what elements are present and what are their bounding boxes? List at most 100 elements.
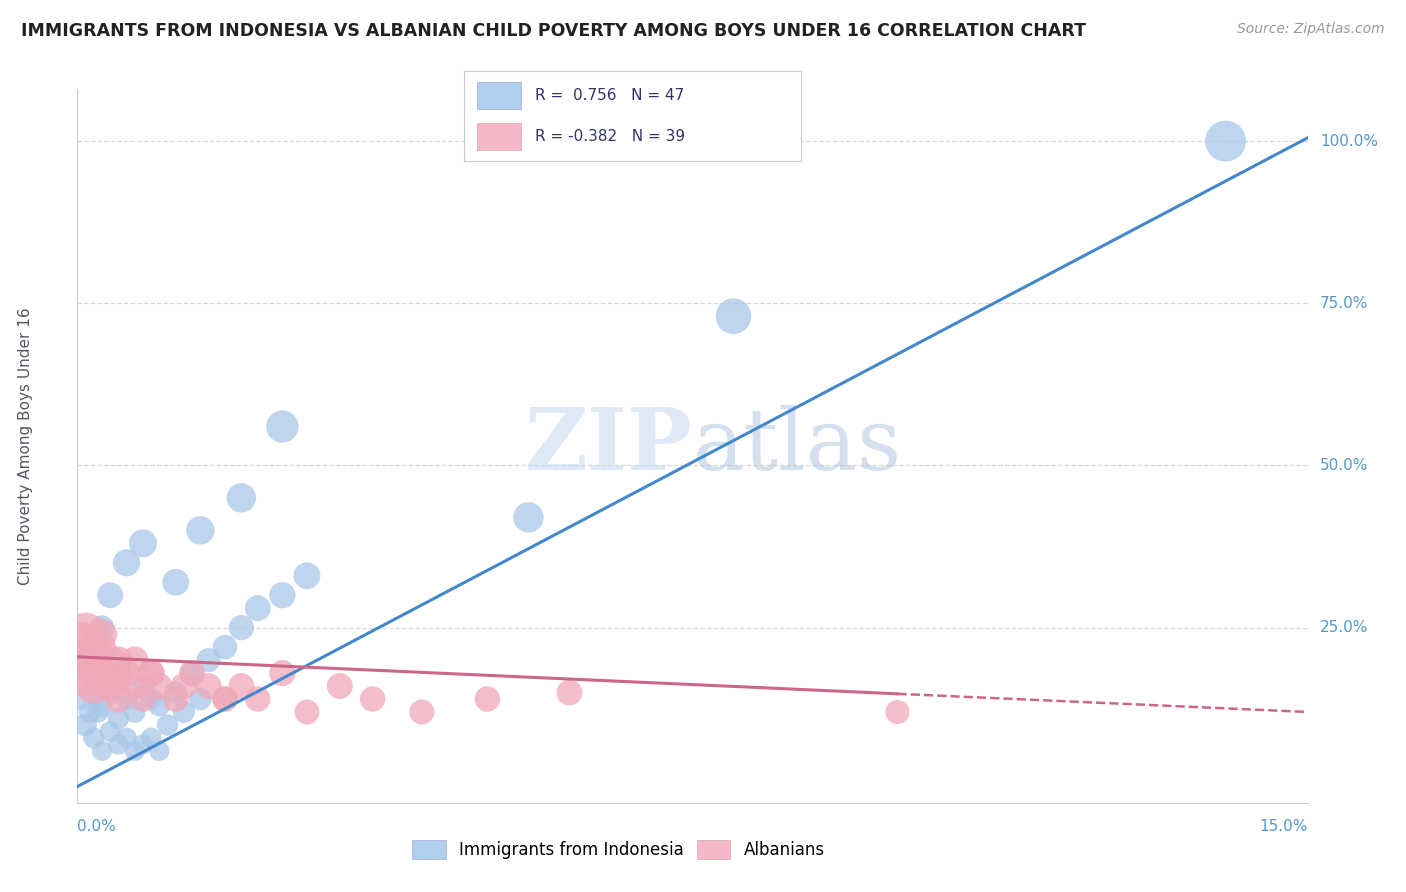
Point [181, 666, 204, 681]
Text: R = -0.382   N = 39: R = -0.382 N = 39 [534, 129, 685, 144]
Point [115, 731, 138, 745]
Point [107, 666, 129, 681]
Point [98, 724, 121, 739]
Legend: Immigrants from Indonesia, Albanians: Immigrants from Indonesia, Albanians [406, 833, 831, 866]
Point [83, 659, 105, 673]
Point [132, 536, 155, 550]
Point [141, 692, 163, 706]
Point [411, 705, 433, 719]
Point [90, 744, 114, 758]
Point [115, 692, 138, 706]
Point [165, 692, 187, 706]
Point [107, 692, 129, 706]
Text: 75.0%: 75.0% [1320, 296, 1368, 310]
Text: 25.0%: 25.0% [1320, 620, 1368, 635]
Point [477, 692, 499, 706]
Point [141, 731, 163, 745]
Point [115, 666, 138, 681]
Point [83, 679, 105, 693]
Point [148, 744, 170, 758]
Point [173, 705, 195, 719]
Point [165, 685, 187, 699]
Text: atlas: atlas [693, 404, 901, 488]
Point [90, 621, 114, 635]
Text: Child Poverty Among Boys Under 16: Child Poverty Among Boys Under 16 [18, 307, 32, 585]
Point [90, 666, 114, 681]
Point [148, 679, 170, 693]
Text: ZIP: ZIP [524, 404, 693, 488]
Point [1215, 134, 1237, 148]
Point [107, 738, 129, 752]
Point [70, 692, 93, 706]
Point [132, 692, 155, 706]
Point [231, 679, 253, 693]
Point [115, 556, 138, 570]
Point [90, 640, 114, 654]
Point [214, 692, 236, 706]
Point [107, 673, 129, 687]
Point [75, 666, 97, 681]
Point [173, 679, 195, 693]
Point [295, 568, 318, 582]
Point [271, 588, 294, 602]
Point [75, 718, 97, 732]
Point [79, 653, 101, 667]
Point [271, 419, 294, 434]
Point [197, 653, 219, 667]
Point [246, 692, 269, 706]
Point [214, 692, 236, 706]
Point [246, 601, 269, 615]
Point [141, 666, 163, 681]
Point [295, 705, 318, 719]
Point [231, 491, 253, 505]
Point [70, 640, 93, 654]
Point [87, 705, 110, 719]
Point [188, 692, 212, 706]
Bar [478, 123, 522, 150]
Point [75, 666, 97, 681]
Point [165, 575, 187, 590]
Point [90, 627, 114, 641]
Point [83, 640, 105, 654]
Text: IMMIGRANTS FROM INDONESIA VS ALBANIAN CHILD POVERTY AMONG BOYS UNDER 16 CORRELAT: IMMIGRANTS FROM INDONESIA VS ALBANIAN CH… [21, 22, 1085, 40]
Point [124, 679, 146, 693]
Point [107, 653, 129, 667]
Point [188, 524, 212, 538]
Point [124, 653, 146, 667]
Bar [478, 82, 522, 109]
Point [156, 718, 179, 732]
Point [90, 653, 114, 667]
Point [558, 685, 581, 699]
Text: 100.0%: 100.0% [1320, 134, 1378, 149]
Text: 15.0%: 15.0% [1260, 819, 1308, 834]
Point [79, 705, 101, 719]
Text: R =  0.756   N = 47: R = 0.756 N = 47 [534, 88, 685, 103]
Point [83, 731, 105, 745]
Point [141, 666, 163, 681]
Point [98, 685, 121, 699]
Point [75, 627, 97, 641]
Point [98, 588, 121, 602]
Point [197, 679, 219, 693]
Point [231, 621, 253, 635]
Point [517, 510, 540, 524]
Point [361, 692, 384, 706]
Point [83, 679, 105, 693]
Point [98, 679, 121, 693]
Text: Source: ZipAtlas.com: Source: ZipAtlas.com [1237, 22, 1385, 37]
Text: 0.0%: 0.0% [77, 819, 117, 834]
Point [124, 705, 146, 719]
Point [181, 666, 204, 681]
Point [271, 666, 294, 681]
Point [107, 711, 129, 725]
Point [132, 738, 155, 752]
Point [98, 653, 121, 667]
Point [886, 705, 908, 719]
Point [124, 744, 146, 758]
Point [132, 679, 155, 693]
Point [90, 698, 114, 713]
Text: 50.0%: 50.0% [1320, 458, 1368, 473]
Point [75, 653, 97, 667]
Point [723, 310, 745, 324]
Point [148, 698, 170, 713]
